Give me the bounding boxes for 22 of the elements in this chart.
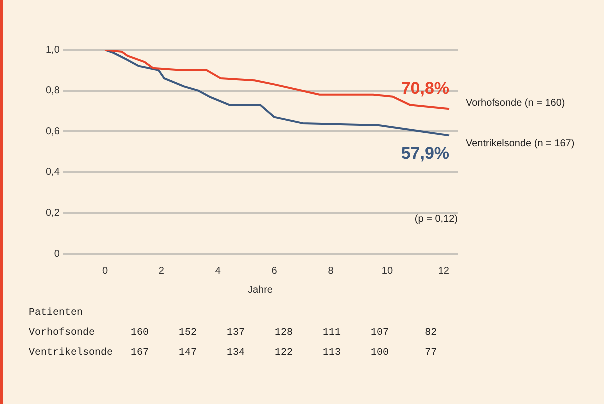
y-tick-label: 0,6 [46, 126, 60, 138]
annotation: 57,9% [401, 144, 450, 164]
series-label: Vorhofsonde (n = 160) [466, 98, 566, 109]
annotation: (p = 0,12) [414, 214, 458, 226]
x-tick-label: 10 [382, 266, 394, 277]
text: Vorhofsonde 160 152 137 128 111 107 82 [29, 328, 438, 341]
series-label: Ventrikelsonde (n = 167) [466, 138, 575, 150]
y-tick-label: 0,2 [46, 208, 60, 219]
text: Ventrikelsonde 167 147 134 122 113 100 77 [29, 348, 438, 361]
x-axis-title: Jahre [248, 284, 274, 296]
y-tick-label: 0,8 [46, 86, 60, 97]
y-tick-label: 1,0 [46, 44, 60, 56]
annotation: 70,8% [401, 78, 450, 98]
x-tick-label: 4 [215, 266, 222, 277]
x-tick-label: 2 [158, 266, 165, 277]
text: Patienten [29, 308, 84, 321]
x-tick-label: 6 [272, 266, 278, 277]
y-tick-label: 0 [54, 248, 60, 260]
x-tick-label: 8 [328, 266, 334, 277]
x-tick-label: 12 [438, 266, 450, 277]
y-tick-label: 0,4 [46, 167, 60, 178]
x-tick-label: 0 [102, 266, 108, 277]
